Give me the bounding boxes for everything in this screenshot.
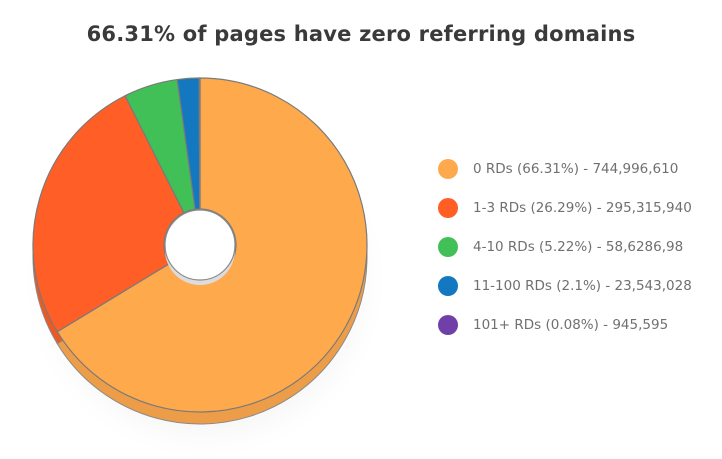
legend-label-4: 101+ RDs (0.08%) - 945,595 (473, 317, 669, 333)
legend-item-0: 0 RDs (66.31%) - 744,996,610 (438, 157, 692, 181)
donut-hole (164, 209, 236, 281)
legend-label-0: 0 RDs (66.31%) - 744,996,610 (473, 161, 679, 177)
legend-item-2: 4-10 RDs (5.22%) - 58,6286,98 (438, 235, 692, 259)
legend-item-3: 11-100 RDs (2.1%) - 23,543,028 (438, 274, 692, 298)
legend-item-1: 1-3 RDs (26.29%) - 295,315,940 (438, 196, 692, 220)
legend-label-3: 11-100 RDs (2.1%) - 23,543,028 (473, 278, 692, 294)
pie-slice-1 (32, 95, 185, 333)
legend-swatch-3 (438, 276, 458, 296)
chart-legend: 0 RDs (66.31%) - 744,996,610 1-3 RDs (26.… (438, 157, 692, 352)
legend-swatch-2 (438, 237, 458, 257)
legend-swatch-1 (438, 198, 458, 218)
legend-label-1: 1-3 RDs (26.29%) - 295,315,940 (473, 200, 692, 216)
legend-swatch-4 (438, 315, 458, 335)
pie-slice-4 (198, 77, 201, 210)
chart-title: 66.31% of pages have zero referring doma… (86, 22, 636, 46)
legend-item-4: 101+ RDs (0.08%) - 945,595 (438, 313, 692, 337)
legend-swatch-0 (438, 159, 458, 179)
legend-label-2: 4-10 RDs (5.22%) - 58,6286,98 (473, 239, 684, 255)
